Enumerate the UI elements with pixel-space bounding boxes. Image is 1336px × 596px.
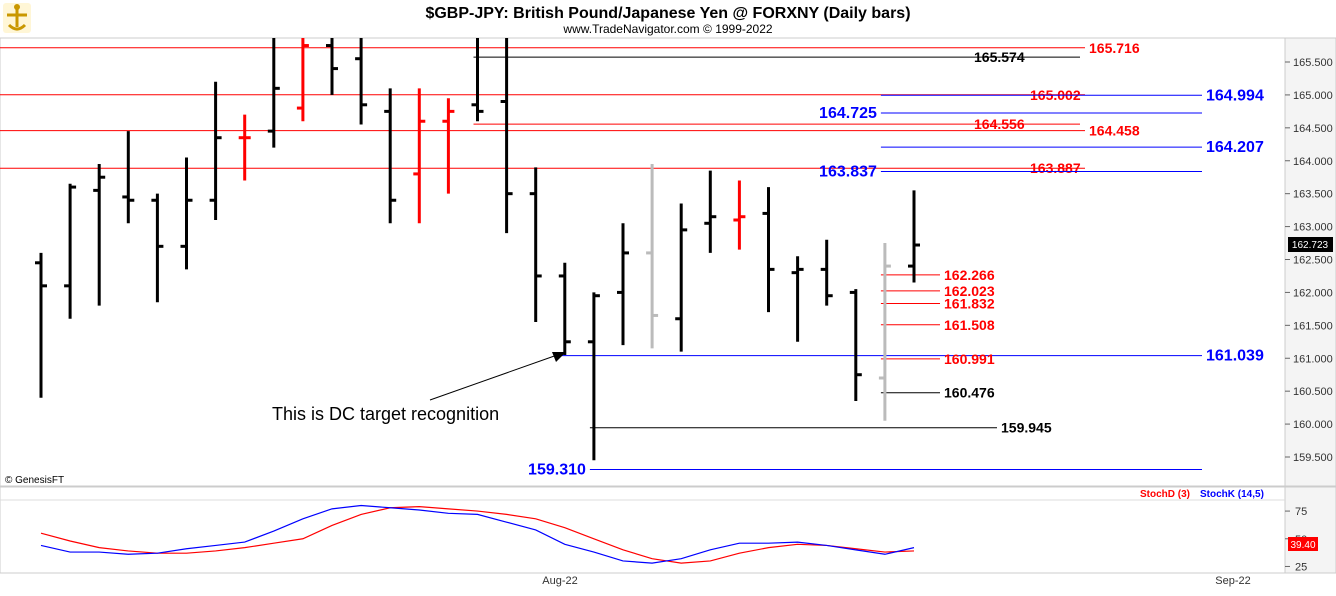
level-label: 164.207 — [1206, 139, 1264, 156]
y-tick-label: 163.500 — [1293, 189, 1333, 201]
chart-subtitle: www.TradeNavigator.com © 1999-2022 — [562, 22, 772, 36]
stoch-last-label: 39.40 — [1290, 540, 1315, 551]
stoch-axis-panel — [1284, 486, 1336, 574]
annotation-arrow-line — [429, 353, 561, 401]
trade-navigator-logo-icon — [3, 3, 31, 33]
y-tick-label: 161.500 — [1293, 320, 1333, 332]
dc-annotation: This is DC target recognition — [272, 352, 566, 424]
stochd-legend: StochD (3) — [1140, 489, 1190, 500]
stoch-lines — [40, 504, 915, 564]
y-tick-label: 164.000 — [1293, 156, 1333, 168]
price-axis: 165.500 165.000 164.500 164.000 163.500 163.0… — [1285, 57, 1333, 464]
level-label: 159.310 — [528, 462, 586, 479]
annotation-arrow-head-icon — [552, 352, 566, 362]
level-label: 163.837 — [819, 163, 877, 180]
level-label: 164.556 — [974, 116, 1025, 132]
y-tick-label: 160.500 — [1293, 386, 1333, 398]
y-tick-label: 160.000 — [1293, 419, 1333, 431]
annotation-text: This is DC target recognition — [272, 404, 499, 424]
y-tick-label: 161.000 — [1293, 353, 1333, 365]
level-label: 165.574 — [974, 49, 1025, 65]
y-tick-label: 164.500 — [1293, 123, 1333, 135]
level-label: 160.991 — [944, 351, 995, 367]
level-label: 162.266 — [944, 267, 995, 283]
level-label: 163.887 — [1030, 160, 1081, 176]
y-tick-label: 165.500 — [1293, 57, 1333, 69]
level-label: 165.716 — [1089, 40, 1140, 56]
x-label-aug: Aug-22 — [542, 575, 577, 587]
stoch-line — [40, 504, 915, 564]
chart-title: $GBP-JPY: British Pound/Japanese Yen @ F… — [425, 5, 910, 22]
stoch-tick-label: 75 — [1295, 506, 1307, 518]
level-label: 160.476 — [944, 385, 995, 401]
last-price-tag — [1288, 237, 1333, 252]
price-bars — [35, 38, 920, 461]
level-label: 161.508 — [944, 317, 995, 333]
level-label: 162.023 — [944, 283, 995, 299]
stoch-last-tag — [1288, 537, 1318, 551]
last-price-label: 162.723 — [1292, 240, 1329, 251]
genesis-credit: © GenesisFT — [5, 475, 64, 486]
level-label: 159.945 — [1001, 420, 1052, 436]
y-tick-label: 162.000 — [1293, 287, 1333, 299]
y-tick-label: 162.500 — [1293, 255, 1333, 267]
level-label: 161.039 — [1206, 348, 1264, 365]
price-axis-panel — [1284, 37, 1336, 487]
stochk-legend: StochK (14,5) — [1200, 489, 1264, 500]
level-label: 161.832 — [944, 295, 995, 311]
y-tick-label: 165.000 — [1293, 90, 1333, 102]
stoch-tick-label: 25 — [1295, 561, 1307, 573]
stoch-line — [40, 506, 915, 564]
level-label: 164.994 — [1206, 87, 1264, 104]
y-tick-label: 159.500 — [1293, 452, 1333, 464]
x-label-sep: Sep-22 — [1215, 575, 1250, 587]
y-tick-label: 163.000 — [1293, 222, 1333, 234]
level-label: 164.725 — [819, 105, 877, 122]
fib-levels: 165.716 165.574 165.002 164.994 164.725 164.5… — [0, 40, 1264, 479]
level-label: 164.458 — [1089, 123, 1140, 139]
level-label: 165.002 — [1030, 87, 1081, 103]
